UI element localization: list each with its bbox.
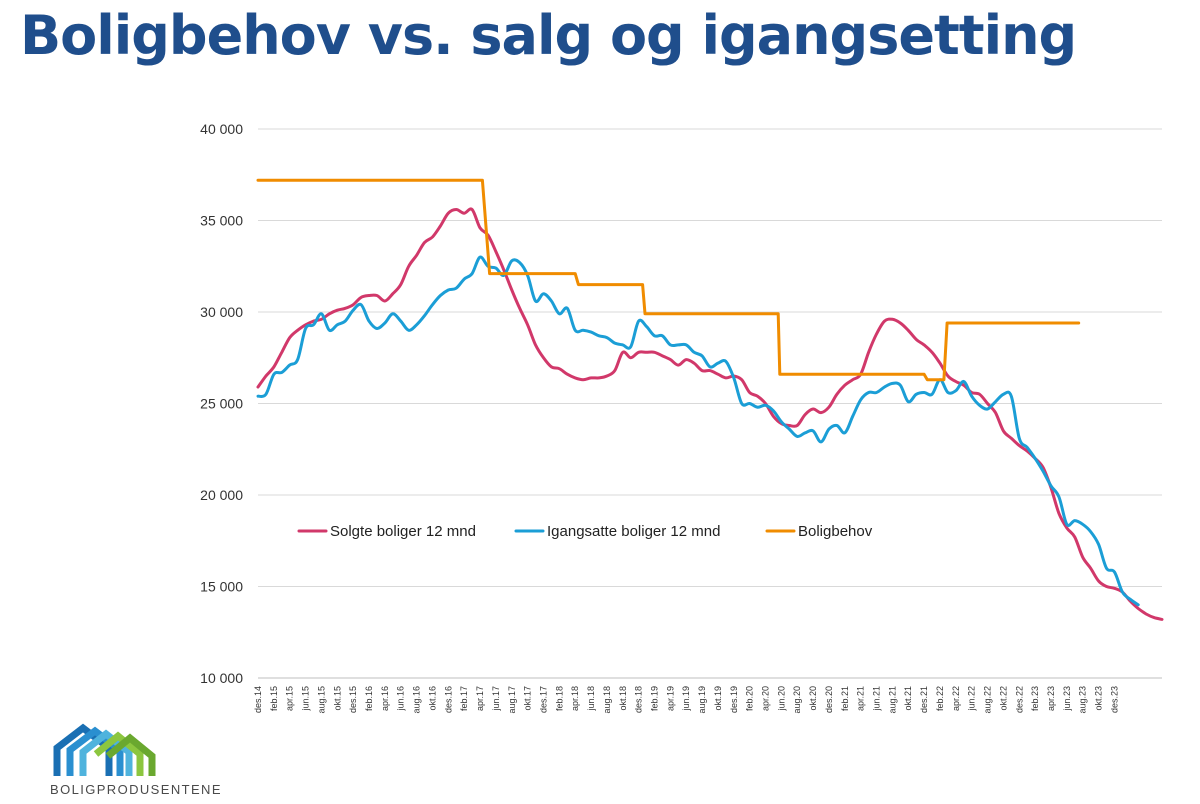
boligprodusentene-logo: BOLIGPRODUSENTENE xyxy=(50,714,220,800)
x-tick-label: aug.23 xyxy=(1078,686,1088,714)
x-tick-label: jun.22 xyxy=(967,686,977,712)
x-tick-label: des.19 xyxy=(729,686,739,713)
y-axis-ticks: 10 000 15 000 20 000 25 000 30 000 35 000 40 0… xyxy=(200,121,243,686)
legend-label-solgte-boliger-12-mnd: Solgte boliger 12 mnd xyxy=(330,523,476,540)
y-tick-label: 25 000 xyxy=(200,396,243,412)
x-tick-label: okt.16 xyxy=(427,686,437,711)
series-line-boligbehov xyxy=(256,178,1081,382)
x-tick-label: jun.21 xyxy=(872,686,882,712)
x-tick-label: apr.22 xyxy=(951,686,961,711)
y-tick-label: 40 000 xyxy=(200,121,243,137)
x-tick-label: des.17 xyxy=(538,686,548,713)
x-tick-label: des.20 xyxy=(824,686,834,713)
x-tick-label: apr.19 xyxy=(665,686,675,711)
x-tick-label: okt.21 xyxy=(903,686,913,711)
page-title: Boligbehov vs. salg og igangsetting xyxy=(20,4,1077,67)
x-tick-label: apr.20 xyxy=(761,686,771,711)
line-chart: 10 000 15 000 20 000 25 000 30 000 35 000 40 0… xyxy=(200,121,1164,714)
x-tick-label: des.23 xyxy=(1109,686,1119,713)
x-tick-label: apr.21 xyxy=(856,686,866,711)
x-tick-label: aug.17 xyxy=(507,686,517,714)
houses-logo-icon xyxy=(53,723,156,776)
x-tick-label: des.16 xyxy=(443,686,453,713)
x-tick-label: feb.17 xyxy=(459,686,469,711)
logo-text: BOLIGPRODUSENTENE xyxy=(50,782,222,797)
x-tick-label: jun.23 xyxy=(1062,686,1072,712)
x-tick-label: okt.15 xyxy=(332,686,342,711)
x-tick-label: aug.20 xyxy=(792,686,802,714)
x-tick-label: jun.16 xyxy=(396,686,406,712)
x-tick-label: apr.16 xyxy=(380,686,390,711)
x-tick-label: okt.20 xyxy=(808,686,818,711)
x-tick-label: des.21 xyxy=(919,686,929,713)
x-tick-label: apr.18 xyxy=(570,686,580,711)
y-tick-label: 10 000 xyxy=(200,670,243,686)
x-tick-label: apr.15 xyxy=(285,686,295,711)
x-tick-label: aug.21 xyxy=(887,686,897,714)
x-tick-label: okt.19 xyxy=(713,686,723,711)
x-tick-label: feb.18 xyxy=(554,686,564,711)
x-tick-label: apr.23 xyxy=(1046,686,1056,711)
x-tick-label: jun.15 xyxy=(301,686,311,712)
y-tick-label: 15 000 xyxy=(200,579,243,595)
x-tick-label: feb.16 xyxy=(364,686,374,711)
x-tick-label: des.14 xyxy=(253,686,263,713)
x-tick-label: feb.21 xyxy=(840,686,850,711)
x-tick-label: jun.19 xyxy=(681,686,691,712)
x-tick-label: feb.15 xyxy=(269,686,279,711)
x-tick-label: aug.16 xyxy=(412,686,422,714)
x-axis-ticks: des.14 feb.15 apr.15 jun.15 aug.15 okt.15 des.… xyxy=(253,686,1119,714)
legend-label-boligbehov: Boligbehov xyxy=(798,523,873,540)
x-tick-label: des.22 xyxy=(1014,686,1024,713)
legend: Solgte boliger 12 mnd Igangsatte boliger … xyxy=(297,523,873,540)
x-tick-label: apr.17 xyxy=(475,686,485,711)
series-line-solgte-boliger-12-mnd xyxy=(256,207,1164,621)
x-tick-label: aug.15 xyxy=(316,686,326,714)
y-tick-label: 35 000 xyxy=(200,213,243,229)
x-tick-label: feb.22 xyxy=(935,686,945,711)
x-tick-label: aug.22 xyxy=(983,686,993,714)
x-tick-label: aug.19 xyxy=(697,686,707,714)
x-tick-label: okt.23 xyxy=(1094,686,1104,711)
x-tick-label: jun.18 xyxy=(586,686,596,712)
x-tick-label: feb.23 xyxy=(1030,686,1040,711)
series-line-igangsatte-boliger-12-mnd xyxy=(256,255,1140,607)
x-tick-label: des.15 xyxy=(348,686,358,713)
x-tick-label: feb.19 xyxy=(649,686,659,711)
x-tick-label: okt.18 xyxy=(618,686,628,711)
x-tick-label: jun.17 xyxy=(491,686,501,712)
x-tick-label: jun.20 xyxy=(776,686,786,712)
x-tick-label: des.18 xyxy=(634,686,644,713)
gridlines xyxy=(258,128,1162,679)
x-tick-label: aug.18 xyxy=(602,686,612,714)
y-tick-label: 20 000 xyxy=(200,487,243,503)
y-tick-label: 30 000 xyxy=(200,304,243,320)
series-lines xyxy=(256,178,1164,621)
x-tick-label: okt.22 xyxy=(998,686,1008,711)
legend-label-igangsatte-boliger-12-mnd: Igangsatte boliger 12 mnd xyxy=(547,523,720,540)
x-tick-label: feb.20 xyxy=(745,686,755,711)
x-tick-label: okt.17 xyxy=(523,686,533,711)
